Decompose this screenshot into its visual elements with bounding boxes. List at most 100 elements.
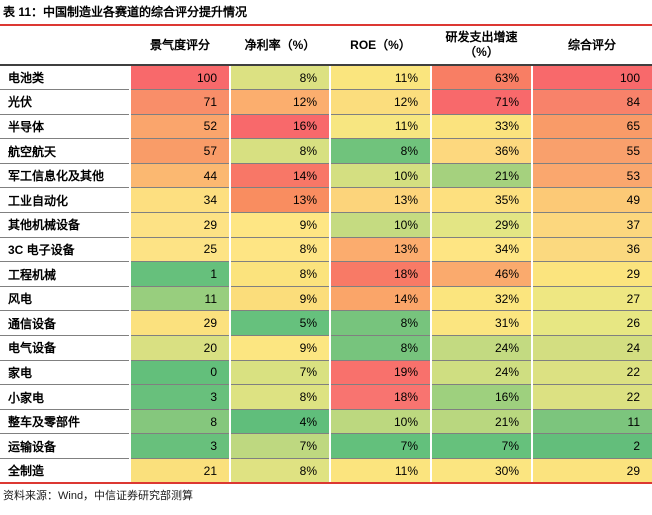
heatmap-cell: 57 xyxy=(129,138,230,164)
heatmap-cell: 18% xyxy=(329,261,431,287)
heatmap-cell: 29 xyxy=(129,212,230,238)
row-label: 电气设备 xyxy=(0,335,130,361)
heatmap-cell: 35% xyxy=(430,187,532,214)
table-row: 半导体 52 16% 11% 33% 65 xyxy=(0,114,652,140)
heatmap-cell: 4% xyxy=(229,409,330,435)
heatmap-cell: 13% xyxy=(329,237,431,263)
table-row: 工程机械 1 8% 18% 46% 29 xyxy=(0,261,652,287)
heatmap-cell: 32% xyxy=(430,286,532,312)
heatmap-cell: 11 xyxy=(129,286,230,312)
heatmap-cell: 84 xyxy=(531,89,652,115)
column-header-rd-growth: 研发支出增速 （%） xyxy=(431,26,532,66)
table-row: 电池类 100 8% 11% 63% 100 xyxy=(0,65,652,91)
heatmap-cell: 36% xyxy=(430,138,532,164)
heatmap-cell: 34 xyxy=(129,187,230,214)
heatmap-cell: 24 xyxy=(531,335,652,361)
heatmap-cell: 5% xyxy=(229,310,330,337)
heatmap-cell: 29 xyxy=(531,261,652,287)
row-label: 工业自动化 xyxy=(0,187,130,214)
heatmap-cell: 8% xyxy=(329,310,431,337)
heatmap-cell: 8% xyxy=(229,458,330,485)
heatmap-cell: 24% xyxy=(430,360,532,386)
heatmap-cell: 8% xyxy=(229,237,330,263)
source-note: 资料来源：Wind，中信证券研究部测算 xyxy=(3,490,194,503)
row-label: 军工信息化及其他 xyxy=(0,163,130,189)
table-row: 电气设备 20 9% 8% 24% 24 xyxy=(0,335,652,361)
heatmap-cell: 9% xyxy=(229,212,330,238)
heatmap-cell: 10% xyxy=(329,409,431,435)
table-row: 其他机械设备 29 9% 10% 29% 37 xyxy=(0,212,652,238)
row-label: 家电 xyxy=(0,360,130,386)
heatmap-cell: 21% xyxy=(430,409,532,435)
heatmap-cell: 12% xyxy=(229,89,330,115)
row-label: 其他机械设备 xyxy=(0,212,130,238)
row-label: 电池类 xyxy=(0,65,130,91)
row-label: 3C 电子设备 xyxy=(0,237,130,263)
heatmap-cell: 26 xyxy=(531,310,652,337)
heatmap-cell: 100 xyxy=(531,65,652,91)
heatmap-cell: 20 xyxy=(129,335,230,361)
heatmap-cell: 8% xyxy=(229,65,330,91)
heatmap-table: 景气度评分 净利率（%） ROE（%） 研发支出增速 （%） 综合评分 电池类 1… xyxy=(0,26,652,485)
heatmap-cell: 11% xyxy=(329,65,431,91)
table-row: 全制造 21 8% 11% 30% 29 xyxy=(0,458,652,485)
row-label: 光伏 xyxy=(0,89,130,115)
table-row: 小家电 3 8% 18% 16% 22 xyxy=(0,384,652,410)
column-header-roe: ROE（%） xyxy=(330,26,431,66)
table-row: 家电 0 7% 19% 24% 22 xyxy=(0,360,652,386)
heatmap-cell: 31% xyxy=(430,310,532,337)
heatmap-cell: 8% xyxy=(329,138,431,164)
row-label: 运输设备 xyxy=(0,433,130,459)
heatmap-cell: 55 xyxy=(531,138,652,164)
heatmap-cell: 7% xyxy=(229,360,330,386)
heatmap-cell: 65 xyxy=(531,114,652,140)
table-row: 风电 11 9% 14% 32% 27 xyxy=(0,286,652,312)
heatmap-cell: 14% xyxy=(229,163,330,189)
heatmap-cell: 19% xyxy=(329,360,431,386)
heatmap-cell: 53 xyxy=(531,163,652,189)
heatmap-cell: 8% xyxy=(229,261,330,287)
title-divider xyxy=(0,24,652,26)
heatmap-cell: 100 xyxy=(129,65,230,91)
column-header-prosperity-score: 景气度评分 xyxy=(130,26,230,66)
heatmap-cell: 24% xyxy=(430,335,532,361)
row-label: 全制造 xyxy=(0,458,130,485)
heatmap-cell: 7% xyxy=(329,433,431,459)
row-label: 整车及零部件 xyxy=(0,409,130,435)
heatmap-cell: 37 xyxy=(531,212,652,238)
heatmap-cell: 46% xyxy=(430,261,532,287)
heatmap-cell: 21% xyxy=(430,163,532,189)
heatmap-cell: 7% xyxy=(430,433,532,459)
column-header-rowlabel xyxy=(0,26,130,66)
heatmap-cell: 9% xyxy=(229,286,330,312)
row-label: 航空航天 xyxy=(0,138,130,164)
table-row: 工业自动化 34 13% 13% 35% 49 xyxy=(0,187,652,214)
table-row: 航空航天 57 8% 8% 36% 55 xyxy=(0,138,652,164)
table-row: 通信设备 29 5% 8% 31% 26 xyxy=(0,310,652,337)
heatmap-cell: 25 xyxy=(129,237,230,263)
column-header-composite-score: 综合评分 xyxy=(532,26,652,66)
heatmap-cell: 30% xyxy=(430,458,532,485)
heatmap-cell: 44 xyxy=(129,163,230,189)
heatmap-cell: 29 xyxy=(531,458,652,485)
heatmap-cell: 11 xyxy=(531,409,652,435)
heatmap-cell: 11% xyxy=(329,458,431,485)
heatmap-cell: 8% xyxy=(229,138,330,164)
table-row: 运输设备 3 7% 7% 7% 2 xyxy=(0,433,652,459)
heatmap-cell: 0 xyxy=(129,360,230,386)
heatmap-cell: 8% xyxy=(229,384,330,410)
heatmap-cell: 71 xyxy=(129,89,230,115)
heatmap-cell: 8% xyxy=(329,335,431,361)
table-row: 3C 电子设备 25 8% 13% 34% 36 xyxy=(0,237,652,263)
heatmap-cell: 29% xyxy=(430,212,532,238)
heatmap-cell: 36 xyxy=(531,237,652,263)
heatmap-cell: 22 xyxy=(531,360,652,386)
heatmap-cell: 9% xyxy=(229,335,330,361)
heatmap-cell: 14% xyxy=(329,286,431,312)
table-header: 景气度评分 净利率（%） ROE（%） 研发支出增速 （%） 综合评分 xyxy=(0,26,652,66)
table-row: 整车及零部件 8 4% 10% 21% 11 xyxy=(0,409,652,435)
heatmap-cell: 16% xyxy=(430,384,532,410)
row-label: 小家电 xyxy=(0,384,130,410)
heatmap-cell: 1 xyxy=(129,261,230,287)
